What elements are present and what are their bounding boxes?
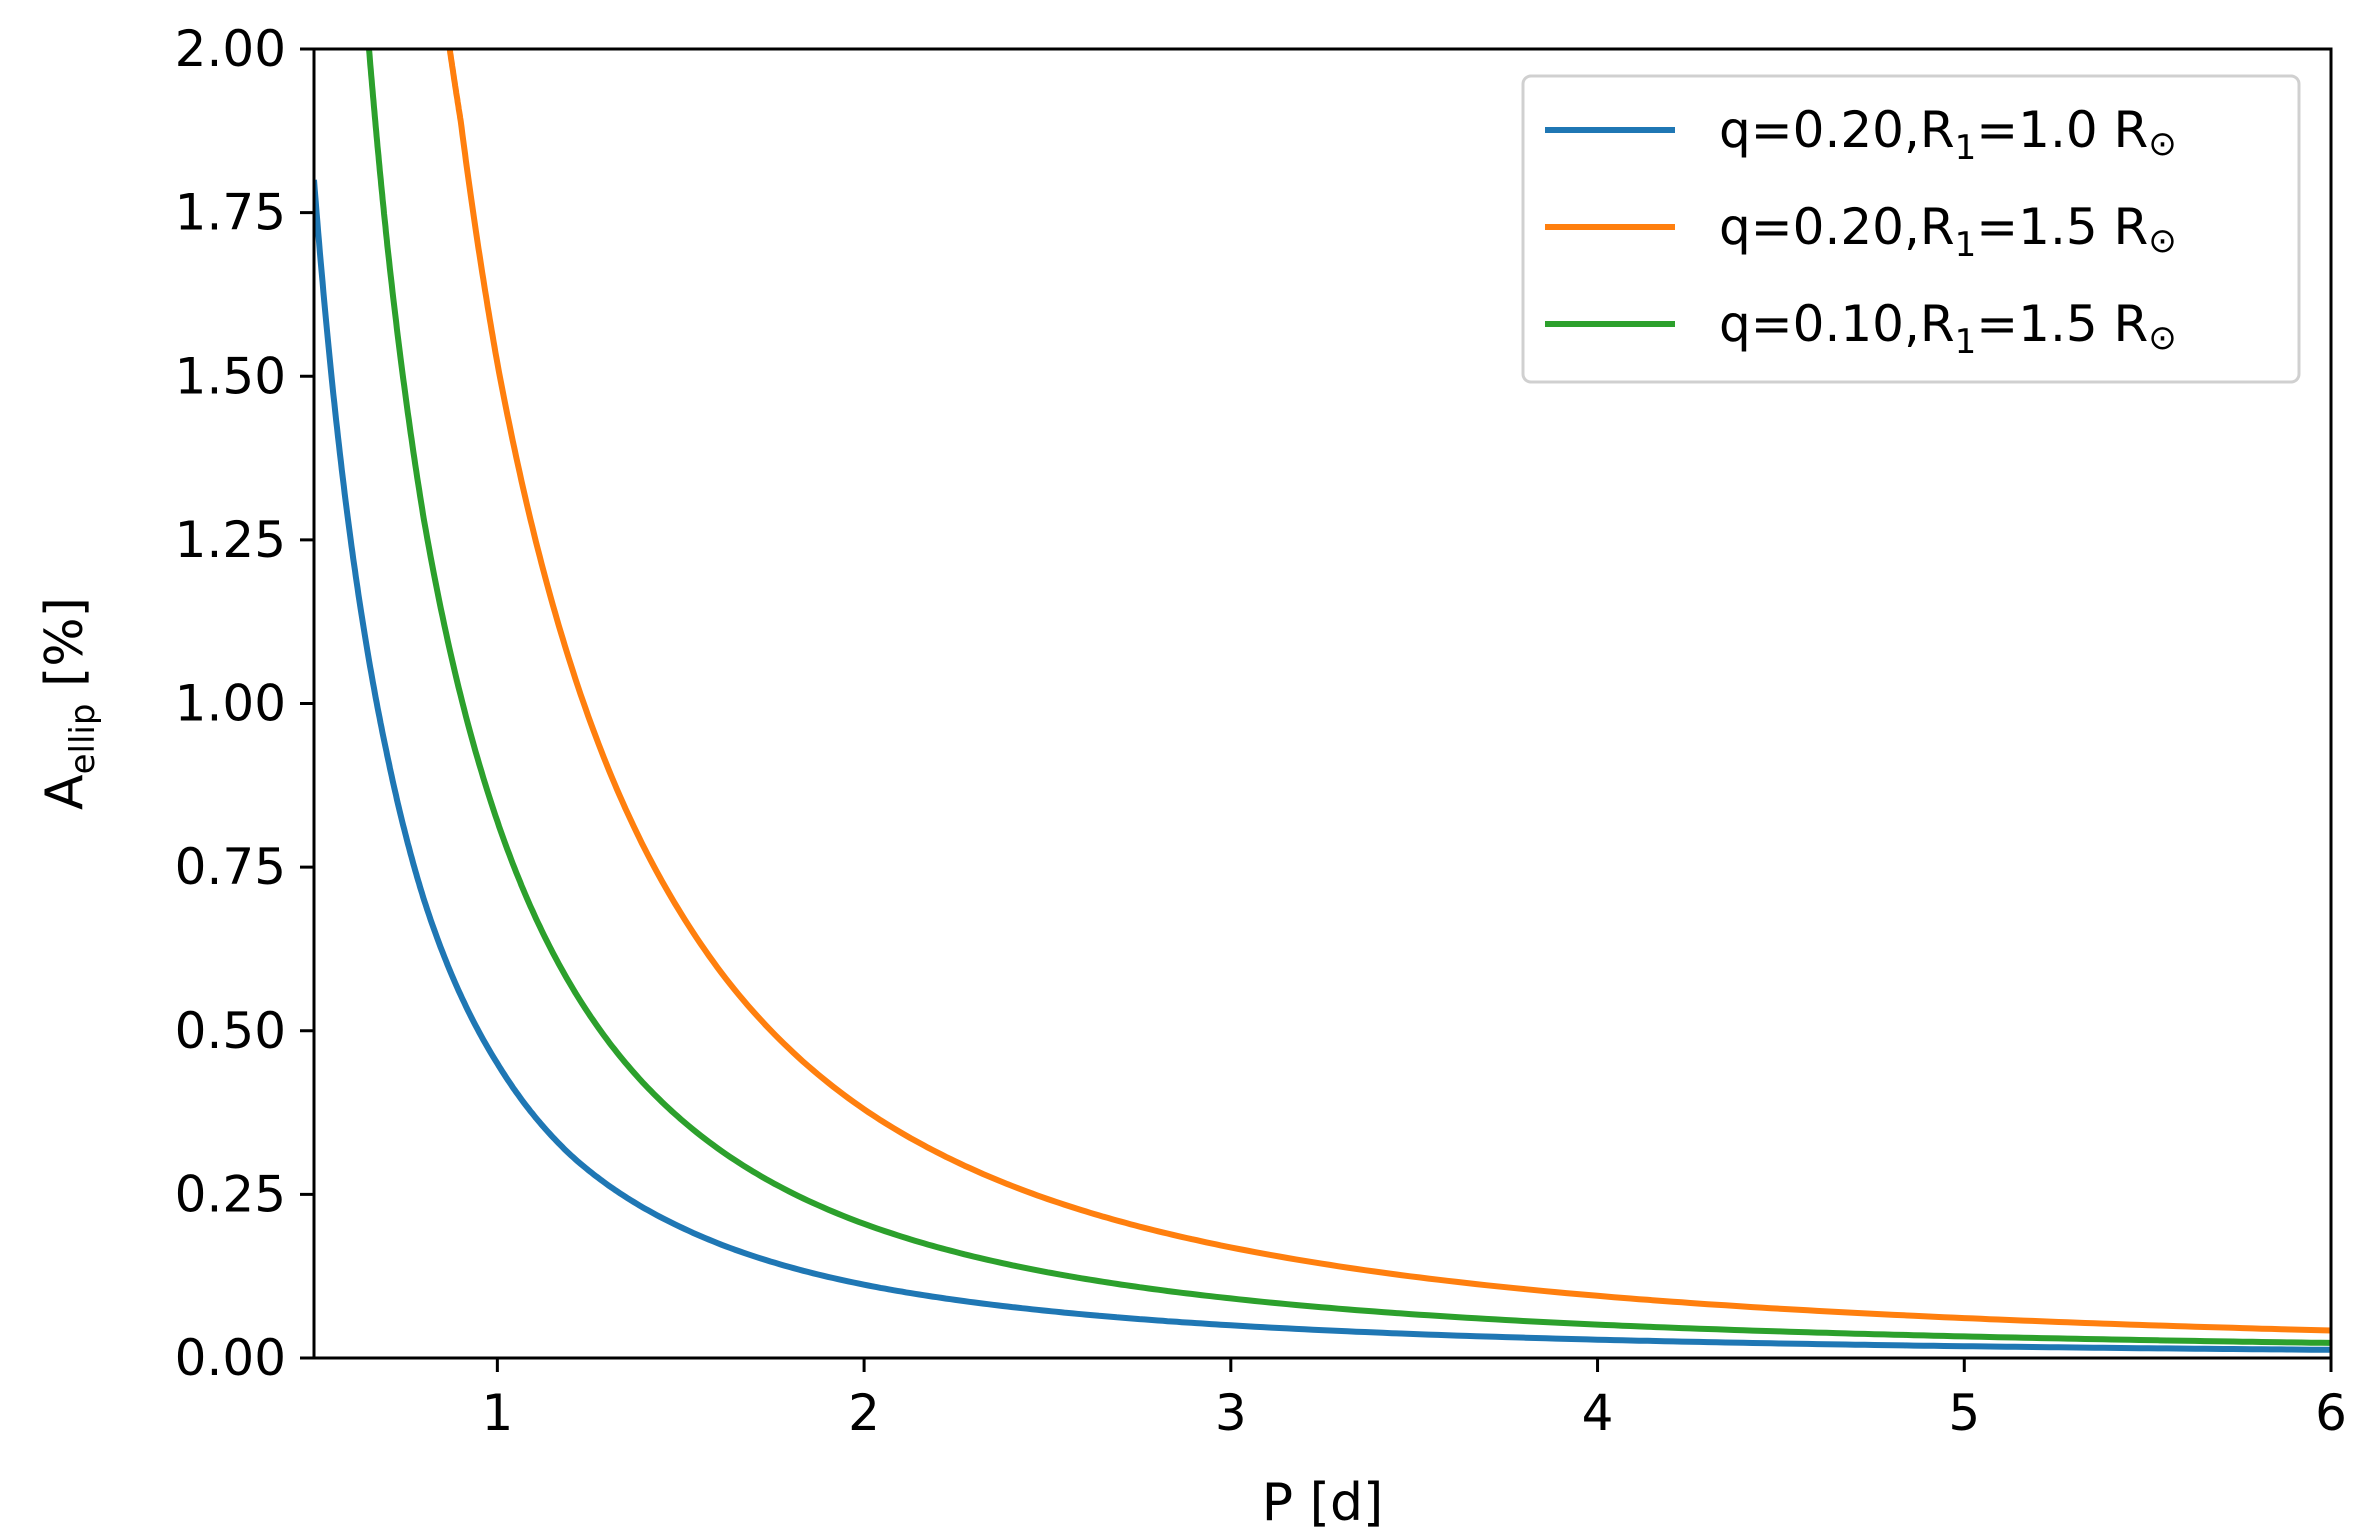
y-tick-label: 0.50 <box>175 1002 286 1060</box>
y-tick-label: 0.75 <box>175 838 286 896</box>
x-axis-label: P [d] <box>1262 1473 1383 1533</box>
series-layer <box>314 49 2331 1353</box>
x-tick-label: 2 <box>848 1384 880 1442</box>
legend-label-1: q=0.20,R1=1.0 R⊙ <box>1719 101 2177 168</box>
ticks-layer: 1 2 3 4 5 6 0.00 0.25 0.50 0.75 1.00 1.25 1.50 1.75 2.… <box>175 20 2347 1442</box>
y-axis-label-main: A <box>35 774 95 810</box>
x-tick-label: 6 <box>2315 1384 2347 1442</box>
y-axis-label-rest: [%] <box>35 597 95 704</box>
y-tick-label: 1.75 <box>175 184 286 242</box>
y-tick-label: 0.00 <box>175 1329 286 1387</box>
y-tick-label: 1.25 <box>175 511 286 569</box>
legend-box <box>1521 74 2301 384</box>
y-tick-label: 1.50 <box>175 347 286 405</box>
legend: q=0.20,R1=1.0 R⊙ q=0.20,R1=1.5 R⊙ q=0.10,R… <box>1521 74 2301 384</box>
series-line-3 <box>366 49 2331 1346</box>
y-tick-label: 0.25 <box>175 1165 286 1223</box>
legend-label-3: q=0.10,R1=1.5 R⊙ <box>1719 295 2177 362</box>
x-tick-label: 4 <box>1582 1384 1614 1442</box>
y-tick-label: 1.00 <box>175 675 286 733</box>
series-line-1 <box>314 179 2331 1353</box>
y-axis-label-sub: ellip <box>63 704 103 775</box>
x-tick-label: 3 <box>1215 1384 1247 1442</box>
series-line-2 <box>446 49 2331 1334</box>
y-tick-label: 2.00 <box>175 20 286 78</box>
y-axis-label: Aellip [%] <box>35 597 103 810</box>
legend-label-2: q=0.20,R1=1.5 R⊙ <box>1719 198 2177 265</box>
x-tick-label: 1 <box>481 1384 513 1442</box>
x-tick-label: 5 <box>1948 1384 1980 1442</box>
